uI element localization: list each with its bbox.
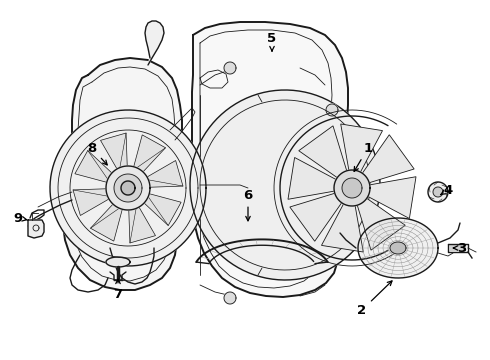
Polygon shape: [288, 157, 339, 199]
Polygon shape: [361, 135, 414, 184]
Polygon shape: [133, 135, 166, 175]
Text: 8: 8: [87, 141, 107, 165]
Text: 2: 2: [357, 281, 392, 316]
Polygon shape: [75, 150, 115, 183]
Polygon shape: [341, 124, 383, 175]
Polygon shape: [390, 242, 406, 254]
Polygon shape: [334, 170, 370, 206]
Text: 5: 5: [268, 32, 276, 51]
Text: 7: 7: [114, 279, 122, 302]
Polygon shape: [299, 126, 347, 179]
Polygon shape: [63, 58, 182, 290]
Polygon shape: [106, 166, 150, 210]
Text: 9: 9: [13, 212, 26, 225]
Text: 3: 3: [453, 242, 466, 255]
Polygon shape: [224, 62, 236, 74]
Polygon shape: [145, 21, 164, 65]
Polygon shape: [50, 110, 206, 266]
Text: 6: 6: [244, 189, 253, 221]
Polygon shape: [290, 192, 343, 241]
Text: 1: 1: [354, 141, 372, 171]
Polygon shape: [121, 181, 135, 195]
Polygon shape: [342, 178, 362, 198]
Polygon shape: [100, 133, 127, 172]
Polygon shape: [224, 292, 236, 304]
Polygon shape: [356, 197, 405, 250]
Polygon shape: [365, 177, 416, 219]
Polygon shape: [141, 193, 181, 225]
Polygon shape: [91, 201, 123, 241]
Polygon shape: [428, 182, 448, 202]
Polygon shape: [114, 174, 142, 202]
Text: 4: 4: [441, 184, 453, 197]
Polygon shape: [129, 204, 155, 243]
Polygon shape: [28, 220, 44, 238]
Polygon shape: [326, 104, 338, 116]
Polygon shape: [190, 90, 380, 280]
Polygon shape: [358, 218, 438, 278]
Polygon shape: [321, 201, 363, 252]
Polygon shape: [192, 22, 348, 297]
Polygon shape: [144, 161, 183, 187]
Polygon shape: [106, 257, 130, 267]
Polygon shape: [433, 187, 443, 197]
Polygon shape: [73, 189, 112, 216]
